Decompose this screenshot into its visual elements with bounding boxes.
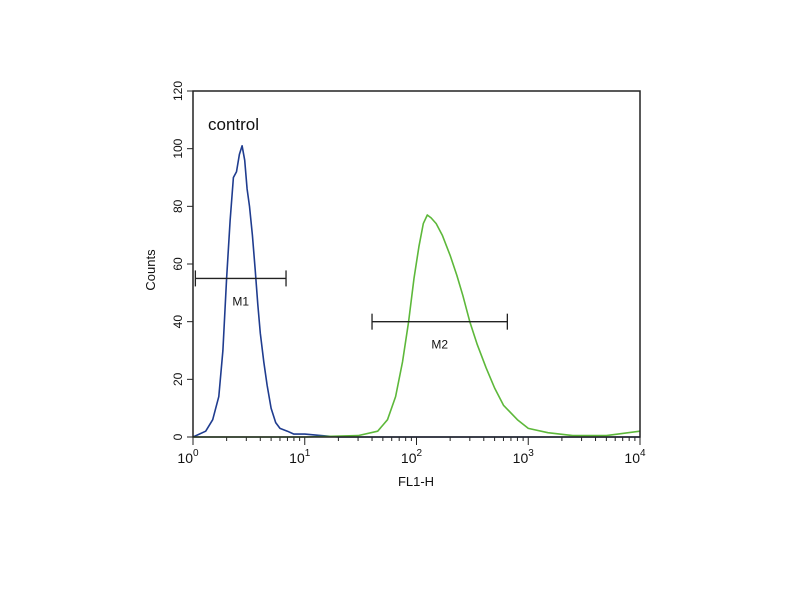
marker-m1: M1 <box>194 270 287 308</box>
control-annotation: control <box>208 115 259 134</box>
control-series-line <box>192 145 640 438</box>
y-tick-label: 80 <box>171 199 185 213</box>
y-tick-label: 20 <box>171 372 185 386</box>
marker-label: M1 <box>232 294 249 308</box>
marker-m2: M2 <box>371 313 508 352</box>
plot-layer: 0 20 40 60 80 100 120 100 101 102 103 104 M1 M2 <box>171 81 646 466</box>
y-tick-label: 40 <box>171 315 185 329</box>
y-axis-label: Counts <box>143 249 158 291</box>
x-axis-label: FL1-H <box>398 474 434 489</box>
plot-frame <box>192 90 641 438</box>
y-tick-label: 0 <box>171 433 185 440</box>
x-tick-label: 101 <box>289 448 311 466</box>
marker-label: M2 <box>431 338 448 352</box>
y-tick-label: 120 <box>171 81 185 101</box>
y-tick-label: 100 <box>171 138 185 158</box>
y-tick-label: 60 <box>171 257 185 271</box>
x-tick-label: 100 <box>177 448 199 466</box>
x-tick-label: 103 <box>513 448 535 466</box>
sample-series-line <box>193 214 641 438</box>
x-tick-label: 104 <box>624 448 646 466</box>
x-tick-label: 102 <box>401 448 423 466</box>
